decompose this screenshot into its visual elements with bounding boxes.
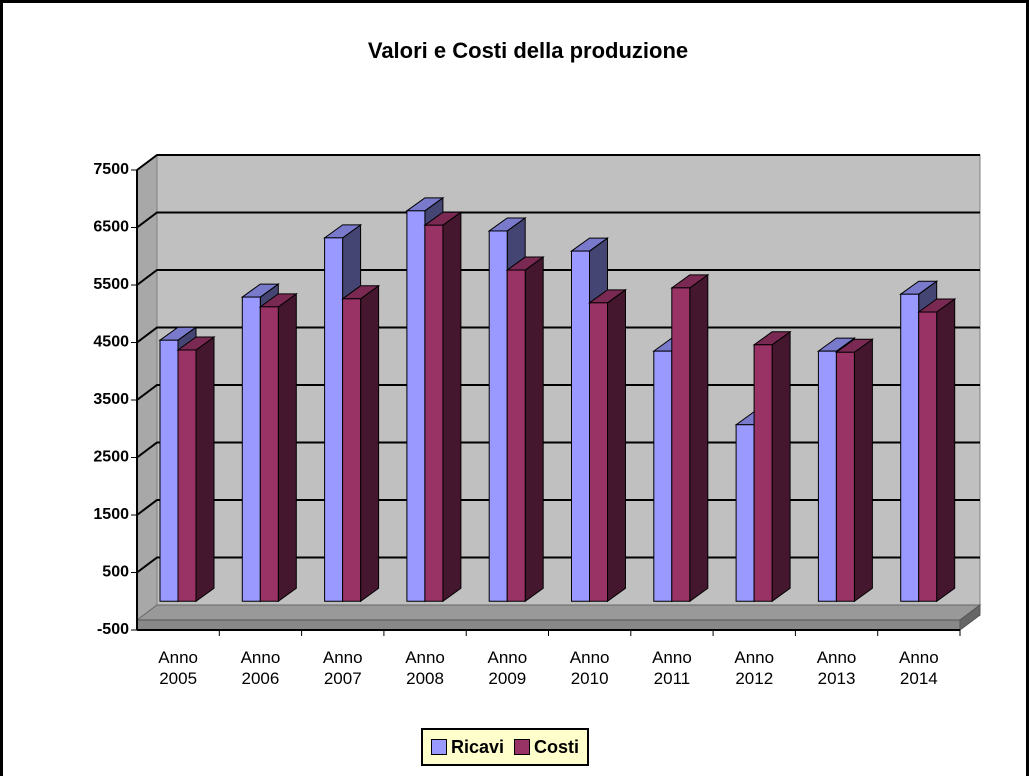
bar-front (406, 210, 426, 602)
x-tick-label: Anno 2007 (322, 648, 363, 688)
bar-front (159, 339, 179, 602)
bar-side (853, 338, 873, 603)
x-tick-label: Anno 2014 (898, 648, 939, 688)
bar-front (653, 350, 673, 602)
bar (917, 298, 957, 603)
y-tick-label: 6500 (93, 219, 129, 236)
bar-front (735, 424, 755, 602)
legend-label: Costi (534, 736, 580, 757)
y-tick-label: 4500 (93, 334, 129, 351)
legend-swatch (431, 739, 447, 755)
y-tick-label: -500 (97, 621, 129, 638)
bar-front (241, 296, 261, 602)
bar-front (753, 344, 773, 602)
bar-front (589, 302, 608, 602)
x-tick-label: Anno 2011 (652, 648, 692, 688)
y-tick-label: 2500 (93, 449, 129, 466)
x-tick-label: Anno 2012 (734, 648, 775, 688)
legend-label: Ricavi (451, 736, 505, 757)
grid-line (136, 211, 980, 229)
bar-side (771, 330, 791, 603)
x-tick-label: Anno 2013 (816, 648, 857, 688)
bar (258, 292, 298, 603)
bar-side (689, 273, 709, 603)
bar-side (195, 335, 215, 603)
floor-side (959, 604, 981, 631)
bar (670, 273, 710, 603)
bar (587, 288, 628, 603)
x-tick-label: Anno 2005 (158, 648, 198, 688)
bar (176, 335, 216, 603)
bar-side (277, 292, 297, 603)
floor-top (135, 604, 982, 621)
x-tick-label: Anno 2010 (569, 648, 610, 688)
bar (752, 330, 792, 603)
y-tick-label: 1500 (93, 506, 129, 523)
legend-swatch (514, 739, 531, 755)
bar-front (918, 311, 938, 602)
y-tick-label: 3500 (93, 391, 129, 408)
bar-side (524, 256, 544, 603)
bar-front (488, 230, 508, 602)
y-tick-label: 7500 (93, 161, 129, 178)
bar (423, 211, 463, 603)
x-tick-label: Anno 2006 (240, 648, 281, 688)
bar-front (900, 293, 920, 602)
bar-side (442, 211, 462, 603)
bar-side (360, 284, 380, 603)
bar-side (936, 298, 956, 603)
legend: Ricavi Costi (421, 728, 590, 766)
bar-front (424, 224, 444, 602)
bar (834, 338, 874, 603)
floor-front (136, 619, 961, 631)
grid-line (136, 269, 980, 286)
bar-side (607, 288, 626, 603)
bar-front (835, 351, 855, 602)
y-tick-label: 500 (102, 564, 129, 581)
bar-front (342, 298, 362, 602)
y-tick-label: 5500 (93, 276, 129, 293)
bar-front (571, 250, 590, 602)
bar-front (259, 306, 279, 602)
bar-front (817, 350, 837, 602)
bar-front (177, 349, 197, 602)
bar (505, 256, 545, 603)
chart-title: Valori e Costi della produzione (368, 38, 688, 63)
bar (341, 284, 381, 603)
x-tick-label: Anno 2008 (405, 648, 445, 688)
bar-front (324, 237, 344, 602)
grid-line (136, 154, 980, 171)
bar-front (671, 287, 691, 602)
bar-front (506, 269, 526, 602)
x-tick-label: Anno 2009 (487, 648, 528, 688)
